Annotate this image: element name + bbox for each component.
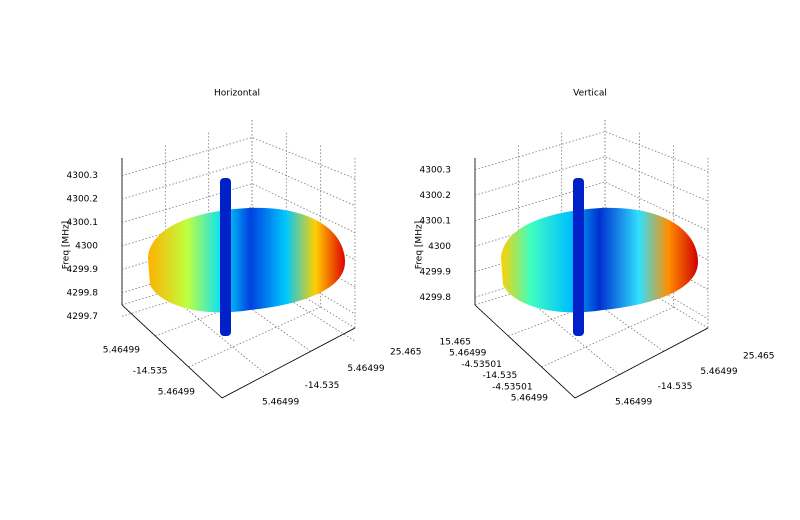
y-tick-label: 5.46499 — [700, 367, 737, 377]
surface — [148, 207, 345, 313]
x-tick-label: 5.46499 — [158, 388, 195, 398]
y-axis — [574, 327, 709, 399]
x-tick-label: 15.465 — [440, 338, 472, 348]
z-axis-label: Freq [MHz] — [415, 221, 425, 269]
x-tick-label: -14.535 — [133, 367, 168, 377]
y-tick-label: 25.465 — [743, 352, 775, 362]
center-column — [573, 178, 584, 336]
z-tick-label: 4300.2 — [420, 191, 452, 201]
y-tick-label: -14.535 — [305, 381, 340, 391]
x-axis — [474, 304, 576, 399]
z-tick-label: 4300.3 — [67, 171, 99, 181]
z-tick-label: 4299.7 — [67, 312, 99, 322]
z-grid-line — [121, 275, 356, 342]
x-tick-label: -14.535 — [482, 371, 517, 381]
y-tick-label: 25.465 — [390, 348, 422, 358]
z-tick-label: 4300.3 — [420, 165, 452, 175]
y-tick-label: 5.46499 — [347, 364, 384, 374]
z-grid-line — [121, 137, 356, 179]
z-tick-label: 4300.2 — [67, 195, 99, 205]
surface — [501, 207, 698, 313]
y-tick-label: 5.46499 — [262, 398, 299, 408]
z-tick-label: 4300.1 — [67, 218, 99, 228]
x-tick-label: 5.46499 — [103, 346, 140, 356]
z-tick-label: 4299.9 — [67, 265, 99, 275]
z-tick-label: 4299.8 — [420, 293, 452, 303]
z-tick-label: 4300 — [75, 242, 98, 252]
z-tick-label: 4299.9 — [420, 267, 452, 277]
y-tick-label: -14.535 — [658, 382, 693, 392]
x-tick-label: -4.53501 — [461, 360, 501, 370]
z-axis-label: Freq [MHz] — [62, 221, 72, 269]
z-tick-label: 4300 — [428, 242, 451, 252]
y-tick-label: 5.46499 — [615, 398, 652, 408]
z-tick-label: 4299.8 — [67, 288, 99, 298]
x-tick-label: 5.46499 — [449, 349, 486, 359]
z-grid-line — [474, 156, 709, 202]
z-grid-line — [121, 160, 356, 206]
z-tick-label: 4300.1 — [420, 216, 452, 226]
panel-title: Vertical — [573, 89, 607, 99]
y-axis — [221, 327, 356, 399]
x-axis — [121, 304, 223, 399]
x-tick-label: 5.46499 — [511, 394, 548, 404]
x-tick-label: -4.53501 — [492, 382, 532, 392]
z-grid-line — [474, 131, 709, 172]
center-column — [220, 178, 231, 336]
panel-title: Horizontal — [214, 89, 260, 99]
